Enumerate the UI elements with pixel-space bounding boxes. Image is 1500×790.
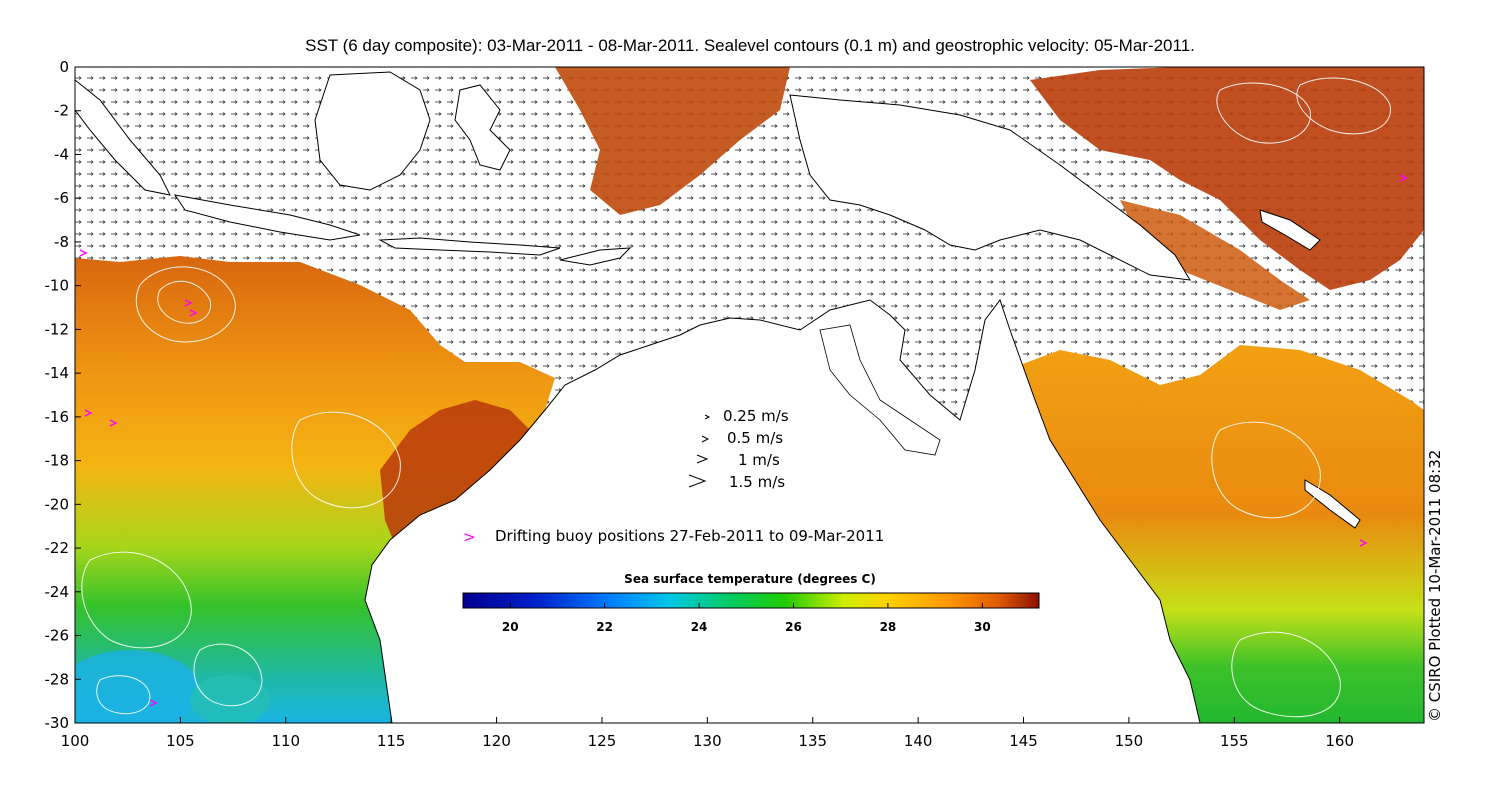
x-tick-label: 100 [61,732,90,750]
sst-cool-patch [190,675,270,723]
colorbar-tick-label: 22 [596,620,613,634]
x-tick-label: 130 [693,732,722,750]
buoy-marker-icon: > [463,528,476,546]
java-landmass [173,194,361,241]
sealevel-contours [81,77,1391,718]
x-tick-label: 135 [798,732,827,750]
y-tick-label: -24 [45,583,70,601]
sst-west-region [75,256,555,723]
page-title: SST (6 day composite): 03-Mar-2011 - 08-… [305,36,1195,55]
buoy-legend-label: Drifting buoy positions 27-Feb-2011 to 0… [495,527,884,545]
velocity-label: 0.5 m/s [727,429,783,447]
colorbar-tick-label: 24 [691,620,708,634]
borneo-landmass [314,71,431,191]
velocity-legend-item: 0.25 m/s [704,407,789,425]
y-axis: 0 -2 -4 -6 -8 -10 -12 -14 -16 -18 -20 -22 -24 -26 -28 -… [45,58,81,732]
velocity-legend-item: 1 m/s [696,451,780,469]
timor-landmass [559,247,632,266]
x-tick-label: 145 [1009,732,1038,750]
x-tick-label: 125 [588,732,617,750]
y-tick-label: -14 [45,364,70,382]
velocity-label: 1 m/s [738,451,780,469]
y-tick-label: 0 [59,58,69,76]
velocity-legend-item: 0.5 m/s [701,429,783,447]
y-tick-label: -4 [54,145,69,163]
velocity-legend: 0.25 m/s 0.5 m/s 1 m/s 1.5 m/s [688,407,789,491]
y-tick-label: -18 [45,452,70,470]
x-tick-label: 110 [271,732,300,750]
y-tick-label: -26 [45,627,70,645]
y-tick-label: -12 [45,320,70,338]
y-tick-label: -20 [45,495,70,513]
colorbar-tick-label: 20 [502,620,519,634]
colorbar-tick-label: 28 [880,620,897,634]
solomon-islands [1259,209,1321,251]
colorbar-title: Sea surface temperature (degrees C) [624,572,876,586]
gulf-of-carpentaria [819,324,941,456]
buoy-legend: > Drifting buoy positions 27-Feb-2011 to… [463,527,884,546]
sumatra-landmass [75,79,171,196]
colorbar-gradient [462,592,1040,609]
y-tick-label: -10 [45,277,70,295]
velocity-label: 0.25 m/s [723,407,789,425]
sst-north-patch [1120,200,1310,310]
land [75,71,1361,723]
x-tick-label: 105 [166,732,195,750]
x-tick-label: 120 [482,732,511,750]
colorbar-tick-label: 26 [785,620,802,634]
copyright-text: © CSIRO Plotted 10-Mar-2011 08:32 [1426,450,1444,722]
y-tick-label: -28 [45,670,70,688]
y-tick-label: -6 [54,189,69,207]
x-tick-label: 150 [1115,732,1144,750]
australia-landmass [364,298,1201,723]
sst-colorbar: Sea surface temperature (degrees C) 20 22… [462,572,1040,634]
x-tick-label: 155 [1220,732,1249,750]
sst-east-region [1020,345,1424,723]
new-caledonia [1304,479,1361,529]
sulawesi-landmass [454,84,511,171]
y-tick-label: -2 [54,102,69,120]
y-tick-label: -8 [54,233,69,251]
x-tick-label: 140 [904,732,933,750]
x-axis: 100 105 110 115 120 125 130 135 140 145 150 155 160 [61,717,1354,750]
buoy-positions [79,174,1408,707]
y-tick-label: -30 [45,714,70,732]
new-guinea-landmass [789,94,1191,281]
velocity-legend-item: 1.5 m/s [688,473,785,491]
y-tick-label: -16 [45,408,70,426]
colorbar-tick-label: 30 [974,620,991,634]
velocity-label: 1.5 m/s [729,473,785,491]
sst-north-patch [555,67,790,215]
map-layers [75,67,1424,723]
sst-nw-shelf [380,400,540,545]
sst-cool-patch [75,650,200,723]
y-tick-label: -22 [45,539,70,557]
x-tick-label: 160 [1325,732,1354,750]
sst-north-patch [1030,67,1424,290]
plot-frame [74,66,1425,724]
colorbar-ticks: 20 22 24 26 28 30 [502,603,991,634]
lesser-sunda-islands [378,237,561,256]
x-tick-label: 115 [377,732,406,750]
